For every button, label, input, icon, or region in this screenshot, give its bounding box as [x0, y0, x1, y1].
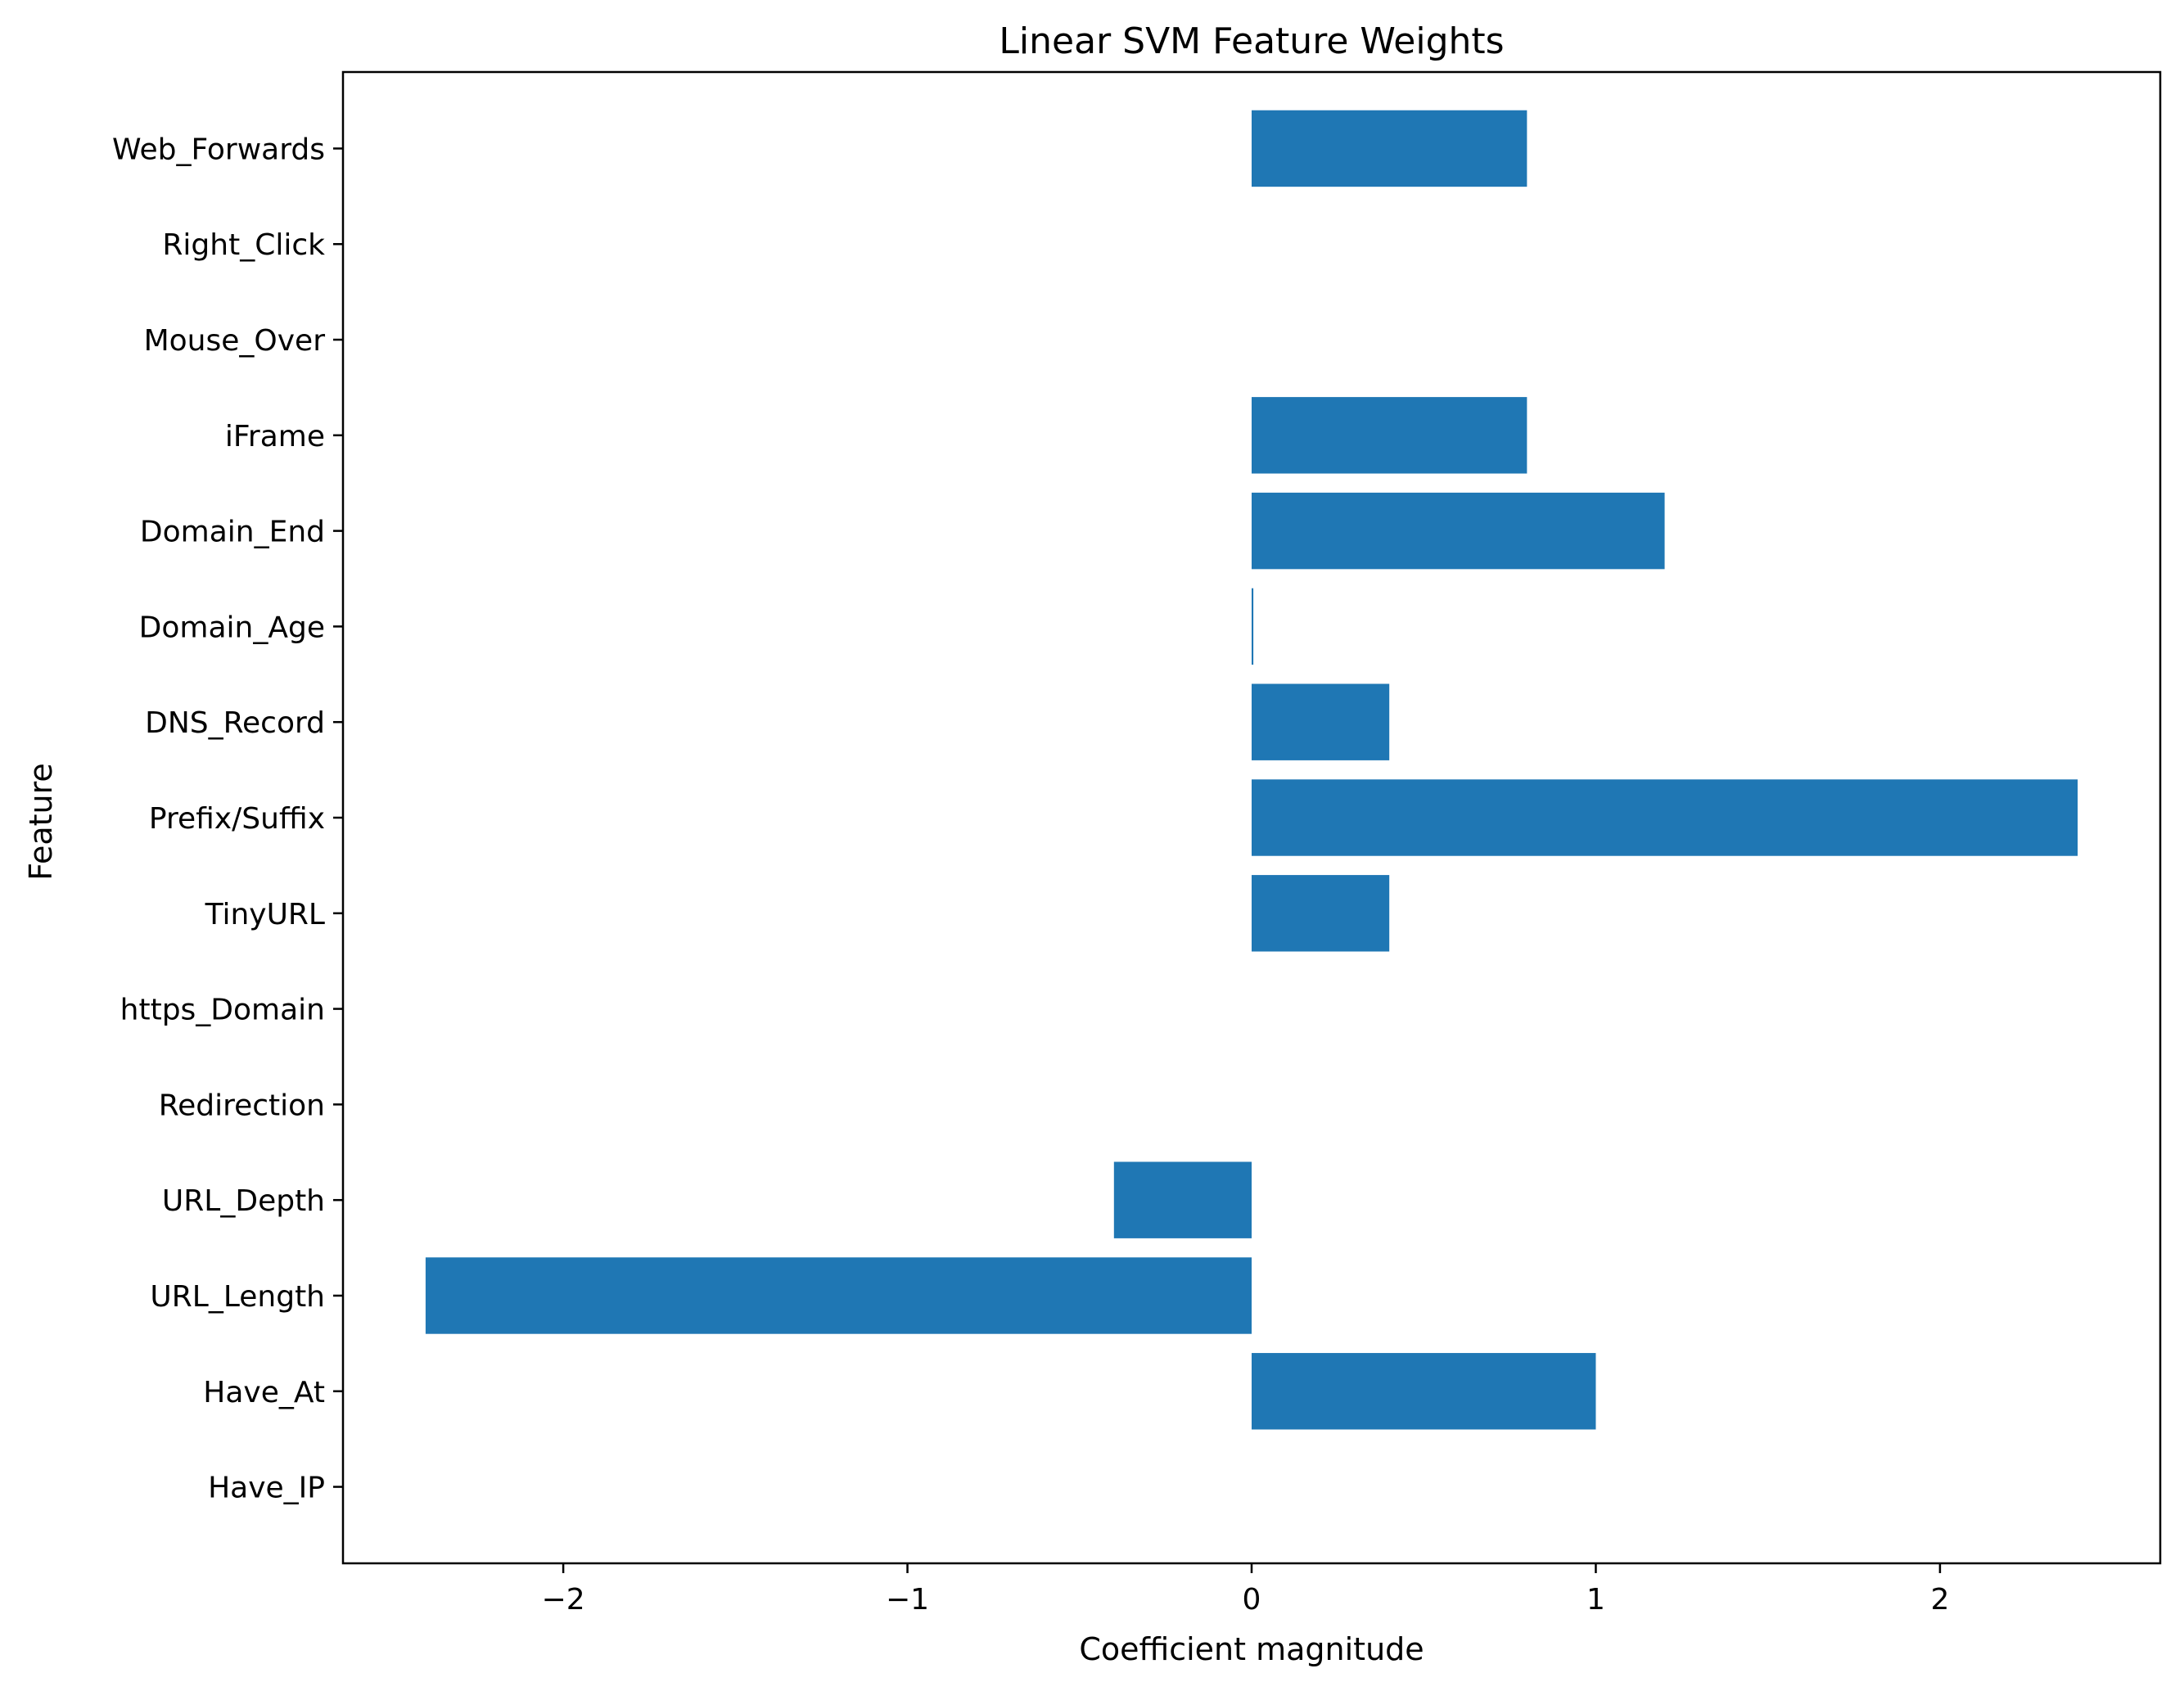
y-axis-ticks: Have_IP Have_At URL_Length URL_Depth Redirec…: [112, 133, 343, 1505]
y-tick-label: https_Domain: [120, 994, 325, 1027]
y-tick-label: Prefix/Suffix: [149, 802, 325, 836]
y-tick-label: Domain_Age: [139, 611, 325, 644]
x-axis-ticks: −2 −1 0 1 2: [542, 1563, 1949, 1617]
x-tick-label: 0: [1243, 1583, 1261, 1617]
bar-domain-age: [1252, 588, 1254, 665]
bar-web-forwards: [1252, 110, 1527, 187]
bar-have-at: [1252, 1353, 1596, 1430]
bar-domain-end: [1252, 492, 1665, 570]
y-tick-label: Have_At: [203, 1376, 325, 1409]
plot-frame: [341, 70, 2162, 1565]
chart-title: Linear SVM Feature Weights: [999, 20, 1504, 62]
bar-iframe: [1252, 397, 1527, 474]
bar-tinyurl: [1252, 875, 1390, 952]
y-tick-label: URL_Depth: [162, 1184, 325, 1218]
bar-dns-record: [1252, 683, 1390, 760]
y-tick-label: Right_Click: [162, 228, 325, 262]
y-tick-label: Mouse_Over: [144, 324, 326, 358]
y-tick-label: iFrame: [225, 420, 325, 453]
y-tick-label: Domain_End: [140, 516, 325, 549]
y-tick-label: Have_IP: [208, 1472, 325, 1505]
x-tick-label: −1: [886, 1583, 929, 1617]
y-tick-label: TinyURL: [205, 898, 325, 931]
bar-prefix-suffix: [1252, 779, 2078, 856]
x-axis-label: Coefficient magnitude: [1079, 1631, 1424, 1667]
bar-url-depth: [1113, 1161, 1252, 1238]
x-tick-label: 2: [1930, 1583, 1949, 1617]
x-tick-label: −2: [542, 1583, 585, 1617]
y-tick-label: DNS_Record: [145, 706, 325, 740]
x-tick-label: 1: [1586, 1583, 1605, 1617]
y-tick-label: URL_Length: [150, 1280, 325, 1314]
y-tick-label: Redirection: [159, 1089, 325, 1122]
bar-url-length: [425, 1257, 1252, 1334]
y-axis-label: Feature: [23, 763, 59, 881]
bars-group: [425, 110, 2078, 1430]
y-tick-label: Web_Forwards: [112, 133, 325, 166]
